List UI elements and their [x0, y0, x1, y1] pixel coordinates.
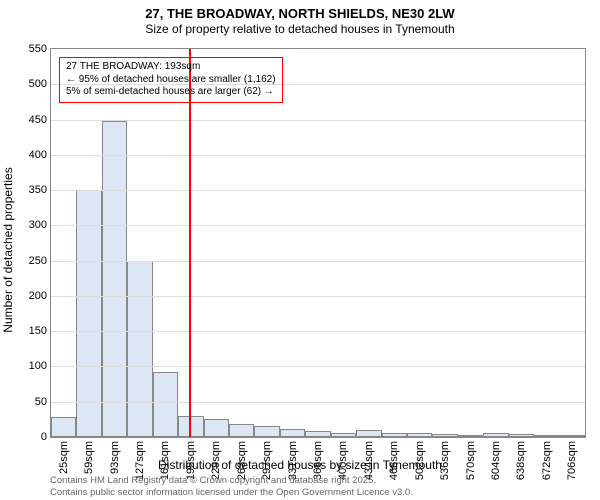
- histogram-bar: [382, 433, 407, 437]
- x-tick-label: 25sqm: [58, 441, 70, 474]
- chart-title: 27, THE BROADWAY, NORTH SHIELDS, NE30 2L…: [0, 6, 600, 22]
- histogram-plot-area: 05010015020025030035040045050055025sqm59…: [50, 48, 586, 438]
- gridline: [51, 155, 585, 156]
- title-block: 27, THE BROADWAY, NORTH SHIELDS, NE30 2L…: [0, 0, 600, 37]
- x-tick-label: 672sqm: [541, 441, 553, 480]
- x-tick-label: 638sqm: [515, 441, 527, 480]
- y-tick-label: 300: [29, 219, 47, 231]
- x-tick-label: 59sqm: [83, 441, 95, 474]
- histogram-bar: [432, 434, 457, 437]
- x-tick-label: 570sqm: [465, 441, 477, 480]
- gridline: [51, 366, 585, 367]
- histogram-bar: [483, 433, 508, 437]
- histogram-bar: [204, 419, 229, 437]
- histogram-bar: [331, 433, 356, 437]
- gridline: [51, 225, 585, 226]
- annotation-box: 27 THE BROADWAY: 193sqm← 95% of detached…: [59, 57, 283, 103]
- y-tick-label: 250: [29, 255, 47, 267]
- y-axis-label: Number of detached properties: [1, 167, 15, 332]
- footer-attribution: Contains HM Land Registry data © Crown c…: [50, 475, 413, 498]
- footer-line-1: Contains HM Land Registry data © Crown c…: [50, 475, 376, 486]
- y-tick-label: 100: [29, 360, 47, 372]
- histogram-bar: [560, 435, 585, 437]
- bars-layer: [51, 49, 585, 437]
- histogram-bar: [51, 417, 76, 437]
- histogram-bar: [280, 429, 305, 437]
- histogram-bar: [127, 261, 152, 437]
- chart-subtitle: Size of property relative to detached ho…: [0, 22, 600, 37]
- annotation-line: 27 THE BROADWAY: 193sqm: [66, 61, 276, 74]
- gridline: [51, 296, 585, 297]
- gridline: [51, 190, 585, 191]
- gridline: [51, 120, 585, 121]
- gridline: [51, 261, 585, 262]
- y-tick-label: 350: [29, 184, 47, 196]
- annotation-line: ← 95% of detached houses are smaller (1,…: [66, 74, 276, 87]
- histogram-bar: [509, 434, 534, 437]
- histogram-bar: [407, 433, 432, 437]
- reference-line: [189, 49, 191, 437]
- x-axis-label: Distribution of detached houses by size …: [158, 458, 442, 472]
- y-tick-label: 50: [35, 396, 47, 408]
- y-tick-label: 400: [29, 149, 47, 161]
- y-tick-label: 150: [29, 325, 47, 337]
- x-tick-label: 604sqm: [490, 441, 502, 480]
- y-tick-label: 550: [29, 43, 47, 55]
- y-tick-label: 0: [41, 431, 47, 443]
- histogram-bar: [356, 430, 381, 437]
- y-tick-label: 500: [29, 78, 47, 90]
- x-tick-label: 706sqm: [566, 441, 578, 480]
- gridline: [51, 331, 585, 332]
- histogram-bar: [534, 435, 559, 437]
- histogram-bar: [229, 424, 254, 437]
- x-tick-label: 93sqm: [109, 441, 121, 474]
- histogram-bar: [254, 426, 279, 437]
- histogram-bar: [458, 435, 483, 437]
- gridline: [51, 402, 585, 403]
- annotation-line: 5% of semi-detached houses are larger (6…: [66, 86, 276, 99]
- y-tick-label: 200: [29, 290, 47, 302]
- y-tick-label: 450: [29, 114, 47, 126]
- footer-line-2: Contains public sector information licen…: [50, 487, 413, 498]
- histogram-bar: [305, 431, 330, 437]
- histogram-bar: [153, 372, 178, 437]
- histogram-bar: [102, 121, 127, 437]
- histogram-bar: [76, 190, 101, 437]
